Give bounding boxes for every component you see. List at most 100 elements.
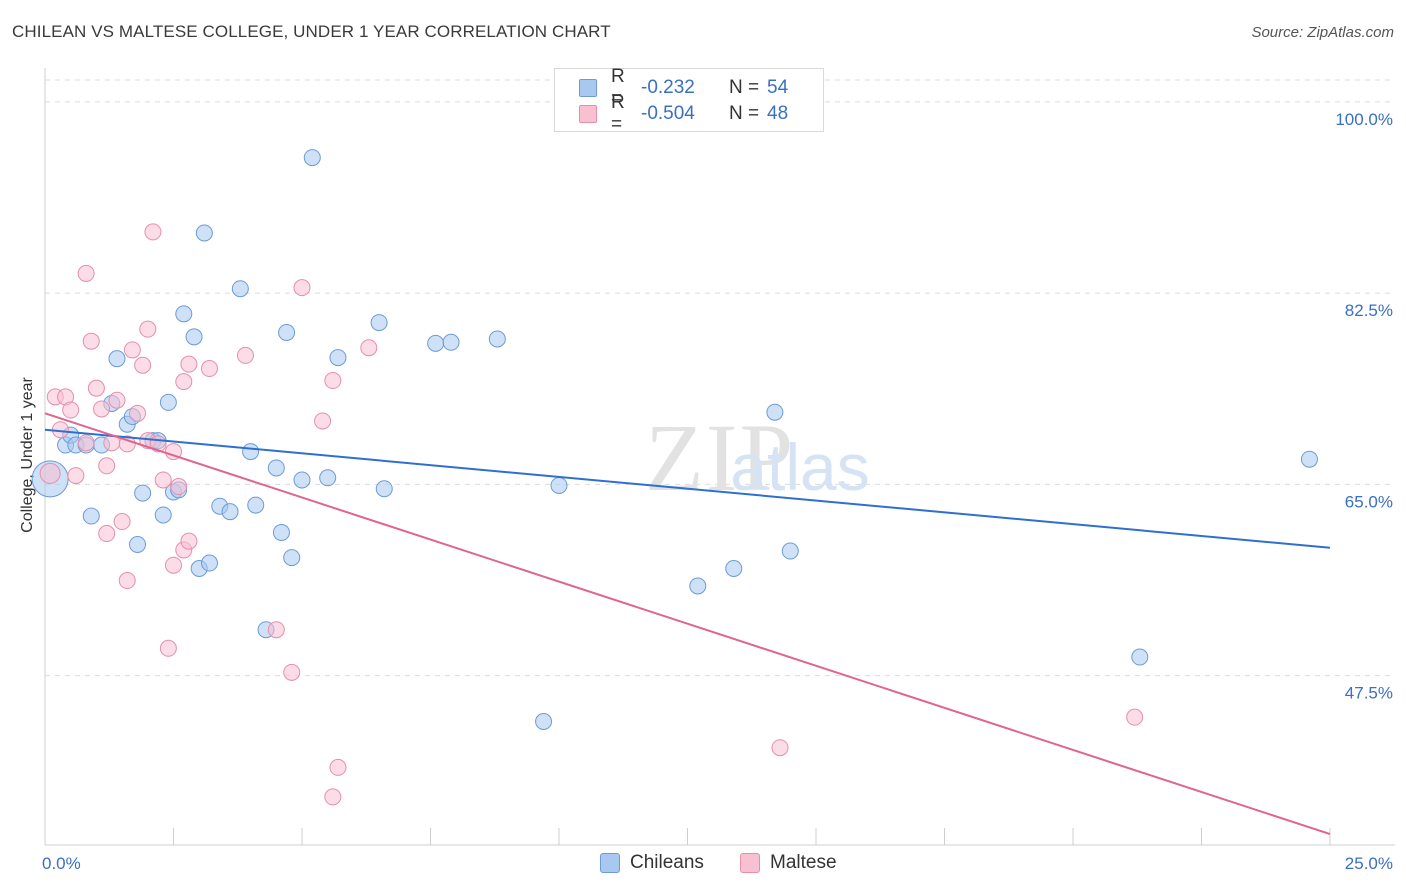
maltese-point xyxy=(144,223,162,241)
maltese-point xyxy=(98,457,116,475)
y-tick-label: 47.5% xyxy=(1345,684,1393,703)
chileans-point xyxy=(427,334,445,352)
chileans-point xyxy=(231,280,249,298)
legend-swatch-chileans xyxy=(579,79,597,97)
maltese-point xyxy=(175,373,193,391)
chileans-point xyxy=(195,224,213,242)
chileans-point xyxy=(175,305,193,323)
maltese-point xyxy=(236,346,254,364)
chileans-point xyxy=(267,459,285,477)
y-tick-label: 65.0% xyxy=(1345,492,1393,511)
legend-swatch-maltese xyxy=(579,105,597,123)
chileans-point xyxy=(185,328,203,346)
data-points xyxy=(31,149,1318,806)
chileans-point xyxy=(329,349,347,367)
legend-label-maltese: Maltese xyxy=(770,852,837,873)
chileans-point xyxy=(129,535,147,553)
maltese-point xyxy=(200,360,218,378)
legend-r-label: R = xyxy=(611,92,625,135)
maltese-point xyxy=(108,391,126,409)
chileans-point xyxy=(766,403,784,421)
chileans-point xyxy=(293,471,311,489)
trend-lines xyxy=(44,412,1331,836)
x-tick-label: 25.0% xyxy=(1345,854,1393,873)
maltese-point xyxy=(165,443,182,461)
chileans-point xyxy=(535,713,553,731)
legend-swatch-chileans xyxy=(600,853,620,873)
maltese-point xyxy=(771,739,789,757)
chileans-point xyxy=(200,554,218,572)
maltese-point xyxy=(93,400,111,418)
chileans-point xyxy=(159,393,177,411)
legend-row-maltese: R = -0.504 N = 48 xyxy=(579,92,788,135)
maltese-point xyxy=(314,412,332,430)
maltese-point xyxy=(113,513,131,531)
legend-item-chileans[interactable]: Chileans xyxy=(600,852,704,874)
maltese-point xyxy=(324,372,342,390)
maltese-point xyxy=(293,279,311,297)
maltese-point xyxy=(82,332,100,350)
maltese-point xyxy=(329,758,347,776)
maltese-point xyxy=(154,471,172,489)
tick-labels: 100.0% 82.5% 65.0% 47.5% 0.0% 25.0% xyxy=(42,110,1393,873)
legend-n-value: 54 xyxy=(767,77,789,98)
maltese-point xyxy=(165,556,182,574)
chileans-point xyxy=(108,350,126,368)
maltese-point xyxy=(1126,708,1144,726)
chileans-point xyxy=(221,503,239,521)
chileans-trend-line xyxy=(44,428,1331,549)
chileans-point xyxy=(303,149,321,167)
legend-item-maltese[interactable]: Maltese xyxy=(740,852,837,874)
chileans-point xyxy=(550,476,568,494)
chileans-point xyxy=(278,323,296,341)
legend-r-value: -0.232 xyxy=(641,77,695,98)
legend-row-chileans: R = -0.232 N = 54 xyxy=(579,66,789,109)
maltese-point xyxy=(118,572,136,590)
chileans-point xyxy=(272,523,290,541)
chileans-point xyxy=(370,314,388,332)
maltese-point xyxy=(67,467,85,485)
chileans-point xyxy=(283,549,301,567)
maltese-point xyxy=(267,621,285,639)
gridlines xyxy=(45,79,1395,677)
maltese-point xyxy=(87,379,105,397)
maltese-point xyxy=(98,525,116,543)
chileans-point xyxy=(82,507,100,525)
chileans-point xyxy=(319,469,337,487)
legend-n-label: N = xyxy=(729,103,760,124)
chileans-point xyxy=(375,480,393,498)
chileans-point xyxy=(689,577,707,595)
chileans-point xyxy=(247,496,265,514)
maltese-point xyxy=(77,264,95,282)
y-tick-label: 100.0% xyxy=(1335,110,1393,129)
correlation-legend: R = -0.232 N = 54 R = -0.504 N = 48 xyxy=(554,66,824,135)
maltese-point xyxy=(134,356,152,374)
legend-label-chileans: Chileans xyxy=(630,852,704,873)
watermark-atlas: atlas xyxy=(730,430,869,504)
chileans-point xyxy=(488,330,506,348)
maltese-point xyxy=(360,339,378,357)
y-tick-label: 82.5% xyxy=(1345,301,1393,320)
axes xyxy=(44,68,1395,846)
source-credit: Source: ZipAtlas.com xyxy=(1251,24,1394,41)
chileans-point xyxy=(781,542,799,560)
maltese-point xyxy=(123,341,141,359)
chileans-point xyxy=(1131,648,1149,666)
chileans-point xyxy=(134,484,152,502)
chileans-point xyxy=(442,333,460,351)
watermark-zip: ZIP xyxy=(645,404,795,511)
chileans-point xyxy=(1300,450,1318,468)
chart-title: CHILEAN VS MALTESE COLLEGE, UNDER 1 YEAR… xyxy=(12,22,611,41)
chileans-point xyxy=(154,506,172,524)
maltese-point xyxy=(283,663,301,681)
maltese-point xyxy=(324,788,342,806)
legend-r-value: -0.504 xyxy=(641,103,695,124)
chileans-point xyxy=(242,443,260,461)
maltese-point xyxy=(129,404,147,422)
maltese-point xyxy=(77,434,95,452)
legend-n-label: N = xyxy=(729,77,760,98)
maltese-point xyxy=(159,639,177,657)
maltese-point xyxy=(170,478,188,496)
maltese-point xyxy=(180,355,198,373)
series-legend: Chileans Maltese xyxy=(0,852,1406,878)
